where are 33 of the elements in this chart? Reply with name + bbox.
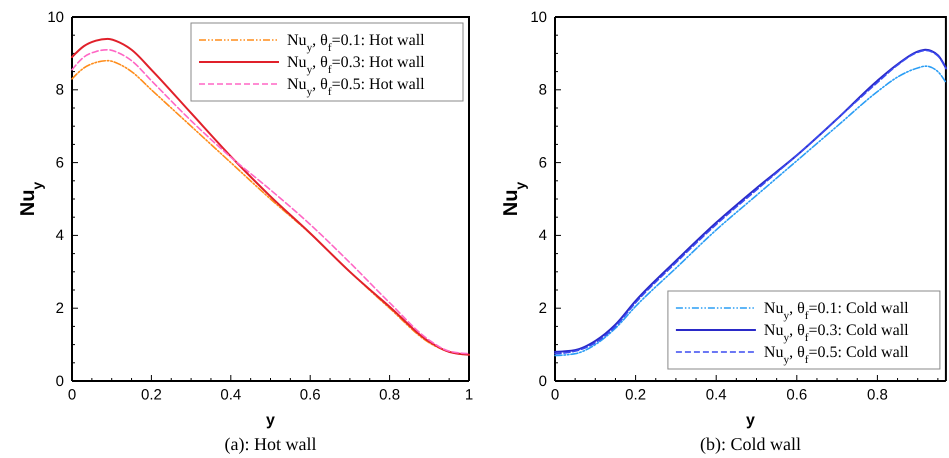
x-tick-label: 0.6 bbox=[300, 386, 321, 404]
text: (a): Hot wall bbox=[224, 434, 316, 454]
x-tick-label: 0 bbox=[550, 386, 560, 404]
x-tick-label: 0.6 bbox=[786, 386, 808, 404]
x-tick-label: 0 bbox=[68, 386, 76, 404]
y-tick-label: 0 bbox=[538, 372, 547, 390]
y-tick-label: 2 bbox=[538, 300, 547, 317]
x-tick-label: 0.8 bbox=[379, 386, 400, 404]
y-tick-label: 4 bbox=[538, 227, 547, 244]
y-tick-label: 8 bbox=[56, 82, 64, 99]
text: (b): Cold wall bbox=[700, 434, 801, 454]
y-tick-label: 10 bbox=[47, 8, 64, 26]
x-tick-label: 0.2 bbox=[140, 386, 162, 404]
y-tick-label: 2 bbox=[56, 300, 64, 317]
x-axis-title: y bbox=[746, 412, 755, 429]
y-tick-label: 6 bbox=[56, 154, 64, 172]
y-tick-label: 8 bbox=[538, 82, 547, 99]
legend-label: Nu$_{y}$, θ$_{f}$=0.1: Hot wall bbox=[287, 32, 426, 54]
x-tick-label: 0.4 bbox=[706, 386, 727, 404]
y-tick-label: 6 bbox=[538, 154, 547, 172]
y-tick-label: 0 bbox=[56, 372, 64, 390]
x-tick-label: 0.8 bbox=[866, 386, 888, 404]
legend-label: Nu$_{y}$, θ$_{f}$=0.5: Cold wall bbox=[764, 344, 910, 366]
y-tick-label: 4 bbox=[56, 227, 64, 244]
x-tick-label: 0.4 bbox=[220, 386, 242, 404]
legend-label: Nu$_{y}$, θ$_{f}$=0.1: Cold wall bbox=[764, 300, 910, 322]
y-tick-label: 10 bbox=[530, 8, 547, 26]
legend-label: Nu$_{y}$, θ$_{f}$=0.3: Cold wall bbox=[764, 322, 910, 344]
x-tick-label: 0.2 bbox=[625, 386, 646, 404]
legend-label: Nu$_{y}$, θ$_{f}$=0.5: Hot wall bbox=[287, 76, 426, 98]
x-tick-label: 1 bbox=[464, 386, 474, 404]
legend-label: Nu$_{y}$, θ$_{f}$=0.3: Hot wall bbox=[287, 54, 426, 76]
x-axis-title: y bbox=[266, 412, 276, 429]
